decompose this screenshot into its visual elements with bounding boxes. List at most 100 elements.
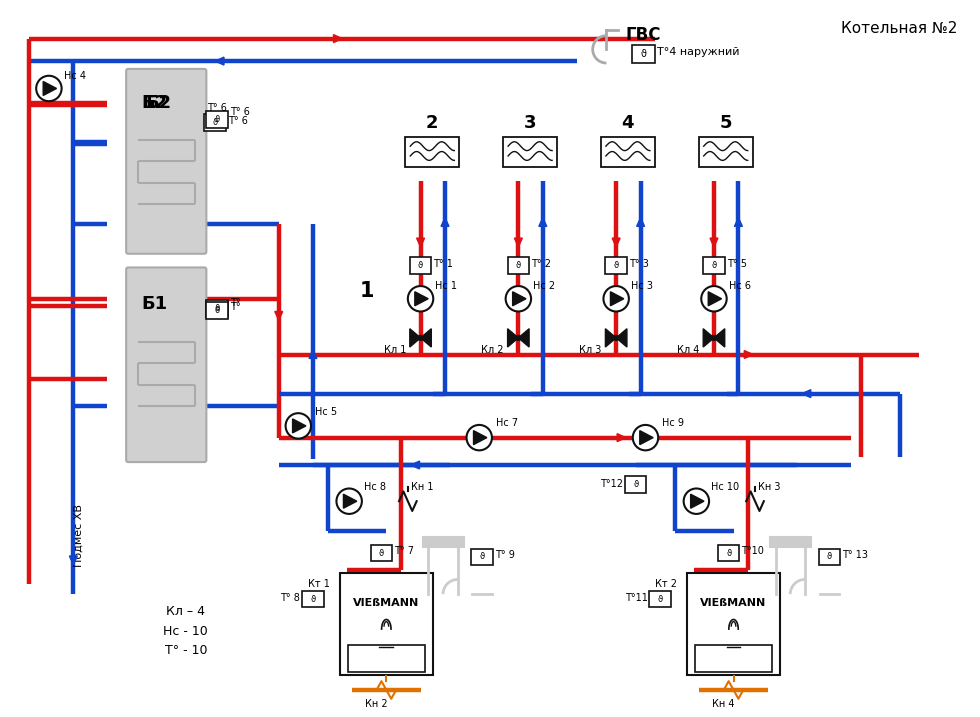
Text: Т° 5: Т° 5: [727, 259, 747, 269]
Polygon shape: [802, 389, 810, 398]
FancyBboxPatch shape: [625, 476, 647, 493]
Circle shape: [604, 286, 629, 311]
Text: Т° 6: Т° 6: [230, 107, 250, 117]
Circle shape: [408, 286, 433, 311]
Polygon shape: [293, 419, 306, 433]
FancyBboxPatch shape: [126, 267, 207, 462]
Polygon shape: [709, 292, 721, 305]
FancyBboxPatch shape: [207, 111, 228, 128]
Text: Нс 9: Нс 9: [662, 418, 684, 428]
Text: Т°: Т°: [230, 298, 240, 308]
Text: Кн 4: Кн 4: [712, 698, 735, 708]
Text: Кн 3: Кн 3: [758, 482, 780, 492]
Polygon shape: [714, 328, 725, 347]
Text: Т°: Т°: [230, 302, 240, 312]
FancyBboxPatch shape: [508, 257, 529, 274]
Text: ϑ: ϑ: [827, 553, 832, 561]
FancyBboxPatch shape: [370, 545, 392, 561]
Text: ϑ: ϑ: [641, 49, 647, 60]
FancyBboxPatch shape: [205, 115, 226, 131]
Polygon shape: [514, 238, 522, 247]
FancyBboxPatch shape: [471, 549, 493, 565]
Polygon shape: [612, 238, 620, 247]
Text: ϑ: ϑ: [711, 261, 716, 270]
Text: VIEßMANN: VIEßMANN: [353, 599, 419, 609]
FancyBboxPatch shape: [410, 257, 431, 274]
FancyBboxPatch shape: [348, 645, 425, 673]
Text: Т° 3: Т° 3: [629, 259, 649, 269]
Text: ϑ: ϑ: [215, 304, 220, 313]
Text: Т° - 10: Т° - 10: [165, 645, 207, 657]
FancyBboxPatch shape: [406, 138, 460, 167]
Text: Т°12: Т°12: [600, 479, 623, 488]
Text: 2: 2: [426, 114, 438, 132]
Polygon shape: [539, 217, 547, 227]
Text: Т° 9: Т° 9: [495, 550, 514, 560]
Circle shape: [336, 488, 362, 514]
Text: Т° 7: Т° 7: [394, 546, 415, 556]
Circle shape: [711, 336, 716, 341]
Polygon shape: [513, 292, 526, 305]
Text: Кн 2: Кн 2: [366, 698, 388, 708]
Text: ϑ: ϑ: [215, 115, 220, 124]
Text: Кл 2: Кл 2: [481, 345, 504, 355]
Text: Нс 2: Нс 2: [533, 281, 555, 291]
FancyBboxPatch shape: [126, 69, 207, 254]
Text: ϑ: ϑ: [479, 553, 485, 561]
Polygon shape: [43, 82, 57, 95]
FancyBboxPatch shape: [302, 591, 323, 607]
FancyBboxPatch shape: [695, 645, 772, 673]
Polygon shape: [343, 494, 357, 508]
FancyBboxPatch shape: [704, 257, 725, 274]
Text: Нс 4: Нс 4: [64, 71, 85, 81]
FancyBboxPatch shape: [650, 591, 671, 607]
Polygon shape: [441, 217, 449, 227]
FancyBboxPatch shape: [632, 45, 656, 63]
Text: 3: 3: [524, 114, 536, 132]
Polygon shape: [415, 292, 428, 305]
Polygon shape: [637, 217, 645, 227]
Circle shape: [36, 76, 62, 101]
Polygon shape: [616, 328, 627, 347]
Text: Подмес ХВ: Подмес ХВ: [74, 504, 83, 567]
Text: ϑ: ϑ: [311, 594, 316, 604]
Text: Т° 6: Т° 6: [208, 103, 227, 113]
Circle shape: [633, 425, 659, 450]
Text: Нс 7: Нс 7: [496, 418, 518, 428]
Polygon shape: [508, 328, 518, 347]
Text: ϑ: ϑ: [417, 261, 423, 270]
Text: ϑ: ϑ: [726, 549, 731, 558]
Text: Кл 4: Кл 4: [677, 345, 700, 355]
Text: Нс - 10: Нс - 10: [164, 625, 208, 638]
Text: 4: 4: [621, 114, 634, 132]
Circle shape: [702, 286, 727, 311]
FancyBboxPatch shape: [207, 300, 228, 317]
Polygon shape: [473, 431, 487, 445]
Text: Т° 1: Т° 1: [433, 259, 453, 269]
Polygon shape: [611, 292, 624, 305]
Polygon shape: [411, 461, 419, 469]
FancyBboxPatch shape: [699, 138, 753, 167]
Text: ϑ: ϑ: [379, 549, 384, 558]
Text: Нс 10: Нс 10: [711, 482, 739, 492]
Text: 5: 5: [719, 114, 732, 132]
Text: ϑ: ϑ: [658, 594, 662, 604]
Text: VIEßMANN: VIEßMANN: [701, 599, 766, 609]
Polygon shape: [416, 238, 424, 247]
Text: Кл 3: Кл 3: [579, 345, 602, 355]
Circle shape: [418, 336, 423, 341]
Circle shape: [466, 425, 492, 450]
Polygon shape: [691, 494, 704, 508]
Text: Кн 1: Кн 1: [411, 482, 433, 492]
Text: Т° 6: Т° 6: [228, 115, 248, 125]
Polygon shape: [734, 217, 743, 227]
FancyBboxPatch shape: [718, 545, 739, 561]
Text: ϑ: ϑ: [633, 480, 638, 489]
Text: Б2: Б2: [141, 95, 168, 113]
Text: Кл – 4: Кл – 4: [167, 605, 206, 618]
Text: ϑ: ϑ: [213, 118, 218, 127]
Text: Т° 13: Т° 13: [842, 550, 868, 560]
Polygon shape: [70, 556, 77, 565]
Text: Нс 6: Нс 6: [729, 281, 751, 291]
Text: Котельная №2: Котельная №2: [841, 22, 957, 37]
